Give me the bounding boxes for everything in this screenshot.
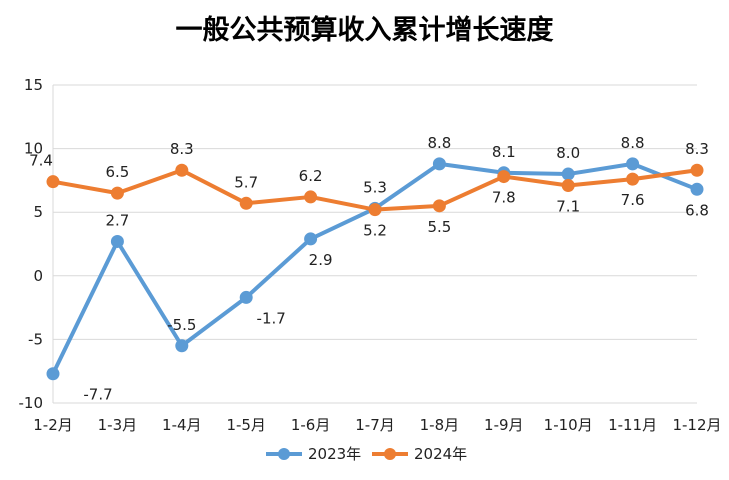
data-point [239, 196, 253, 210]
data-label: 5.3 [363, 178, 387, 196]
data-point [497, 170, 511, 184]
data-point [46, 175, 60, 189]
legend-entry: 2024年 [414, 445, 467, 463]
data-label: 7.1 [556, 197, 580, 215]
data-label: 5.5 [427, 218, 451, 236]
data-point [561, 167, 575, 181]
data-point [175, 339, 189, 353]
data-label: 8.3 [170, 140, 194, 158]
data-label: 7.6 [621, 191, 645, 209]
data-point [432, 199, 446, 213]
data-point [626, 172, 640, 186]
data-label: 7.4 [29, 152, 53, 170]
x-tick-label: 1-8月 [420, 416, 460, 434]
data-label: 2.9 [309, 251, 333, 269]
data-point [368, 203, 382, 217]
legend-marker [384, 448, 396, 460]
y-tick-label: 0 [33, 267, 43, 285]
legend-entry: 2023年 [308, 445, 361, 463]
data-label: 2.7 [105, 211, 129, 229]
x-tick-label: 1-3月 [98, 416, 138, 434]
data-label: -1.7 [257, 309, 286, 327]
x-tick-label: 1-4月 [162, 416, 202, 434]
data-label: 8.0 [556, 144, 580, 162]
data-label: 6.8 [685, 201, 709, 219]
chart-title: 一般公共预算收入累计增长速度 [175, 15, 554, 46]
x-tick-label: 1-11月 [608, 416, 657, 434]
x-tick-label: 1-2月 [33, 416, 73, 434]
data-point [561, 178, 575, 192]
legend-marker [278, 448, 290, 460]
data-label: 8.8 [427, 134, 451, 152]
data-label: 6.5 [105, 163, 129, 181]
data-label: 5.7 [234, 173, 258, 191]
data-point [304, 190, 318, 204]
x-tick-label: 1-7月 [355, 416, 395, 434]
data-label: -7.7 [83, 386, 112, 404]
x-tick-label: 1-12月 [672, 416, 721, 434]
y-tick-label: 5 [33, 203, 43, 221]
data-label: 8.1 [492, 143, 516, 161]
data-label: 5.2 [363, 222, 387, 240]
data-point [175, 163, 189, 177]
data-label: 6.2 [299, 167, 323, 185]
y-tick-label: 15 [24, 76, 43, 94]
data-point [690, 182, 704, 196]
x-tick-label: 1-6月 [291, 416, 331, 434]
data-point [239, 290, 253, 304]
data-label: 8.3 [685, 140, 709, 158]
x-tick-label: 1-10月 [544, 416, 593, 434]
x-tick-label: 1-9月 [484, 416, 524, 434]
y-tick-label: 10 [24, 140, 43, 158]
data-point [46, 367, 60, 381]
data-label: 8.8 [621, 134, 645, 152]
y-tick-label: -5 [28, 330, 43, 348]
data-label: 7.8 [492, 189, 516, 207]
y-tick-label: -10 [19, 394, 44, 412]
data-point [432, 157, 446, 171]
x-tick-label: 1-5月 [226, 416, 266, 434]
data-point [690, 163, 704, 177]
data-point [110, 234, 124, 248]
data-point [304, 232, 318, 246]
data-point [626, 157, 640, 171]
data-point [110, 186, 124, 200]
data-label: -5.5 [167, 316, 196, 334]
